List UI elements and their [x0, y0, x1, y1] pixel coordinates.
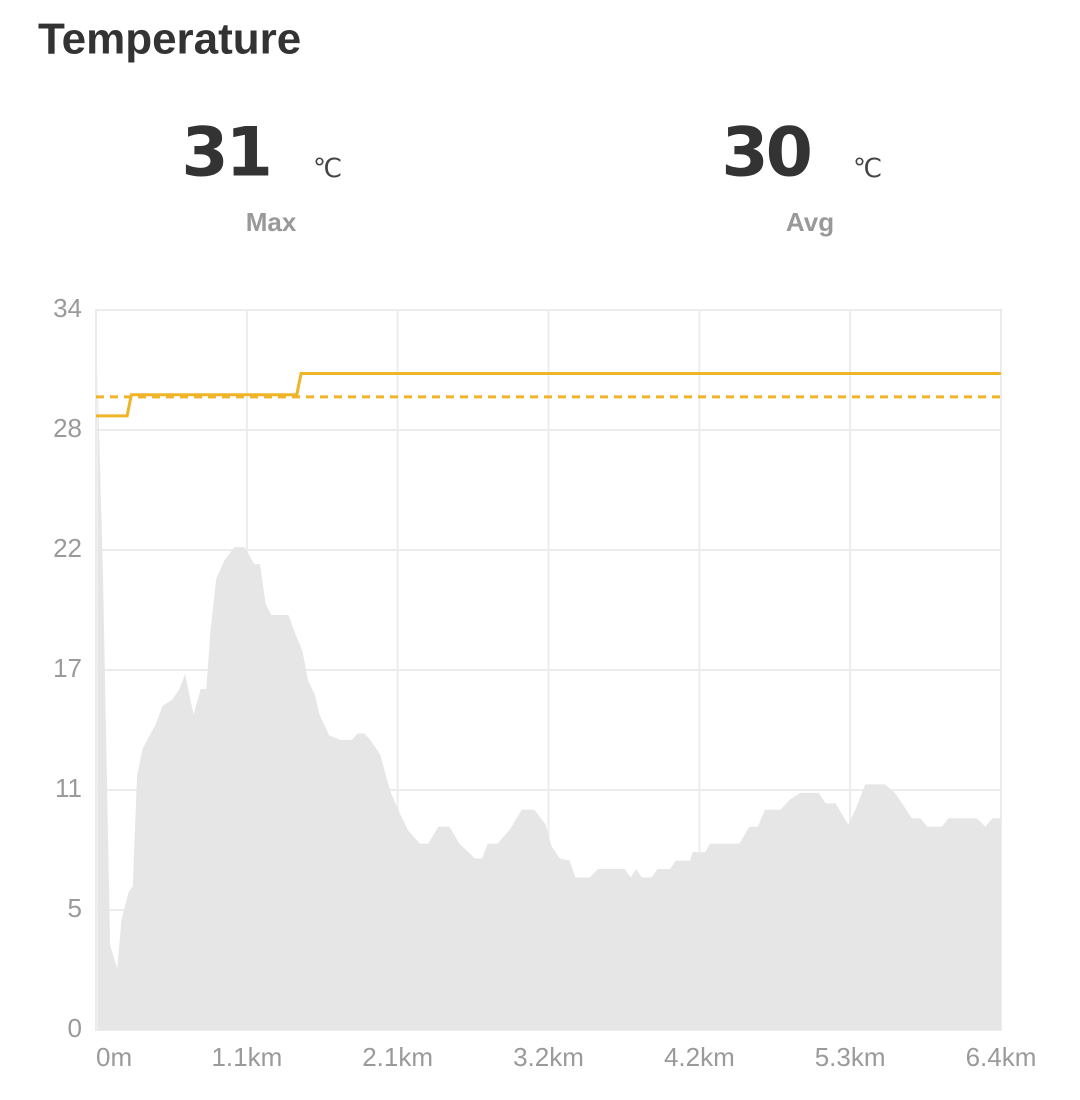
y-tick-label: 22: [53, 533, 82, 563]
x-tick-label: 3.2km: [513, 1042, 584, 1072]
x-tick-label: 6.4km: [966, 1042, 1037, 1072]
x-tick-label: 2.1km: [362, 1042, 433, 1072]
x-tick-label: 4.2km: [664, 1042, 735, 1072]
y-tick-label: 34: [53, 293, 82, 323]
y-tick-label: 17: [53, 653, 82, 683]
stat-unit: ℃: [313, 153, 342, 183]
temperature-area: [97, 369, 1001, 1030]
title: Temperature: [38, 15, 301, 64]
x-tick-label: 5.3km: [815, 1042, 886, 1072]
temperature-line: [96, 372, 1001, 418]
stat-value: 30: [721, 114, 810, 193]
y-tick-label: 0: [68, 1013, 82, 1043]
stat-label: Avg: [786, 207, 834, 237]
y-tick-label: 5: [68, 893, 82, 923]
y-tick-label: 28: [53, 413, 82, 443]
stat-value: 31: [181, 114, 270, 193]
y-tick-label: 11: [55, 773, 82, 803]
x-tick-label: 1.1km: [211, 1042, 282, 1072]
stat-unit: ℃: [853, 153, 882, 183]
stat-label: Max: [246, 207, 297, 237]
x-tick-label: 0m: [96, 1042, 132, 1072]
